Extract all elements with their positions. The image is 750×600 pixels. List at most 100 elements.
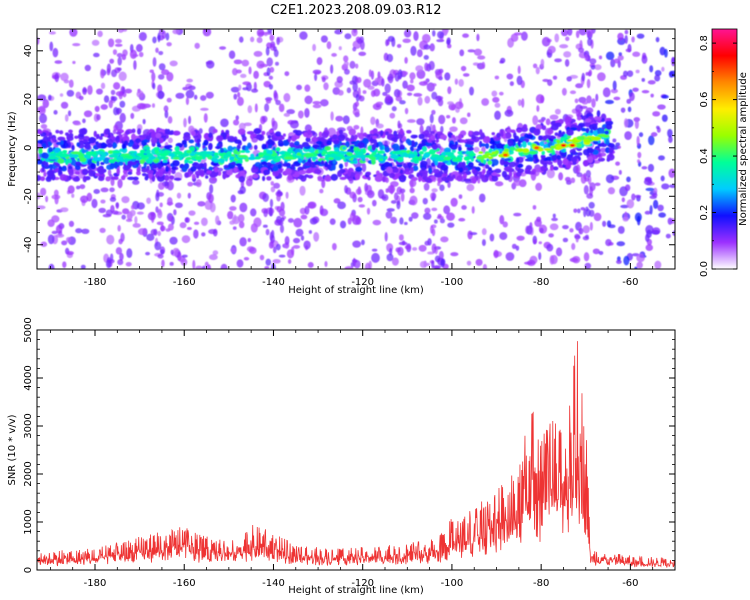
spectral-cell <box>426 262 430 267</box>
spectral-cell <box>324 146 332 151</box>
spectral-cell <box>68 220 75 228</box>
spectral-cell <box>261 130 266 136</box>
spectral-cell <box>329 218 336 225</box>
spectral-cell <box>169 261 174 266</box>
spectral-cell <box>629 92 635 102</box>
spectral-cell <box>661 66 665 72</box>
spectral-cell <box>52 137 56 143</box>
spectral-cell <box>73 122 82 126</box>
spectral-cell <box>575 109 581 118</box>
spectral-cell <box>291 135 297 142</box>
spectral-cell <box>233 150 239 154</box>
spectral-cell <box>432 144 438 151</box>
snr-background <box>37 330 675 570</box>
spectral-cell <box>265 258 272 266</box>
spectral-cell <box>287 174 293 181</box>
spectrogram-panel: -180 -160 -140 -120 -100 -80 -60 -40 -20 0 20 40 H… <box>7 28 676 296</box>
spectral-cell <box>550 254 558 265</box>
spectral-cell <box>516 129 523 133</box>
spectral-cell <box>125 218 133 223</box>
spectral-cell <box>49 41 54 52</box>
spectral-cell <box>450 104 456 111</box>
x-tick-label: -100 <box>441 277 464 288</box>
spectral-cell <box>535 66 540 75</box>
spectral-cell <box>100 68 105 79</box>
spectral-cell <box>191 130 196 137</box>
spectral-cell <box>337 134 346 142</box>
spectral-cell <box>212 250 219 256</box>
spectral-cell <box>330 173 339 181</box>
spectral-cell <box>173 209 177 216</box>
spectral-cell <box>98 136 103 140</box>
spectral-cell <box>110 89 116 95</box>
spectral-cell <box>277 168 283 174</box>
spectral-cell <box>157 182 165 190</box>
spectral-cell <box>118 92 123 100</box>
spectral-cell <box>479 174 486 179</box>
spectral-cell <box>174 150 183 155</box>
spectral-cell <box>326 140 332 146</box>
spectral-cell <box>219 147 225 155</box>
spectral-cell <box>187 181 194 187</box>
spectral-cell <box>576 116 582 121</box>
spectral-cell <box>106 257 112 263</box>
spectral-cell <box>298 170 306 175</box>
spectral-cell <box>184 172 190 178</box>
spectral-cell <box>560 143 566 147</box>
spectral-cell <box>491 163 495 167</box>
spectral-cell <box>424 207 431 214</box>
spectral-cell <box>431 83 437 87</box>
spectral-cell <box>91 198 98 209</box>
spectral-cell <box>169 175 175 180</box>
spectral-cell <box>386 53 394 63</box>
spectral-cell <box>67 185 75 194</box>
spectral-cell <box>522 123 528 130</box>
spectral-cell <box>332 242 337 251</box>
spectral-cell <box>649 65 654 73</box>
spectral-cell <box>81 228 90 235</box>
spectral-cell <box>301 141 310 148</box>
spectral-cell <box>516 147 524 153</box>
spectral-cell <box>324 163 329 168</box>
spectral-cell <box>338 129 344 135</box>
spectral-cell <box>582 225 590 234</box>
spectral-cell <box>596 110 601 118</box>
spectral-cell <box>344 33 352 40</box>
spectral-cell <box>444 72 451 81</box>
spectral-cell <box>575 30 580 39</box>
spectral-cell <box>81 149 89 153</box>
spectral-cell <box>439 184 445 192</box>
spectral-cell <box>406 92 413 96</box>
spectral-cell <box>499 60 504 64</box>
spectral-cell <box>330 111 334 121</box>
spectral-cell <box>253 50 263 57</box>
spectral-cell <box>119 100 126 108</box>
spectral-cell <box>95 88 103 95</box>
spectral-cell <box>410 79 414 84</box>
spectral-cell <box>233 59 243 65</box>
spectral-cell <box>384 83 391 94</box>
spectral-cell <box>120 175 126 181</box>
spectral-cell <box>48 31 56 35</box>
spectral-cell <box>346 87 352 94</box>
spectral-cell <box>321 131 329 139</box>
spectral-cell <box>129 209 136 217</box>
spectral-cell <box>242 87 249 91</box>
spectral-cell <box>164 145 171 150</box>
spectral-cell <box>205 175 209 179</box>
spectral-cell <box>487 156 494 160</box>
spectral-cell <box>566 129 574 136</box>
spectral-cell <box>59 93 64 97</box>
spectral-cell <box>602 220 607 227</box>
spectral-cell <box>636 253 645 263</box>
spectral-cell <box>151 164 158 169</box>
spectral-cell <box>605 120 614 126</box>
spectral-cell <box>440 134 448 140</box>
spectral-cell <box>219 143 223 148</box>
spectral-cell <box>589 221 593 231</box>
spectral-cell <box>463 178 472 182</box>
spectral-cell <box>122 208 130 215</box>
spectral-cell <box>476 156 486 160</box>
spectral-cell <box>604 130 610 135</box>
y-tick-label: 20 <box>23 93 34 106</box>
